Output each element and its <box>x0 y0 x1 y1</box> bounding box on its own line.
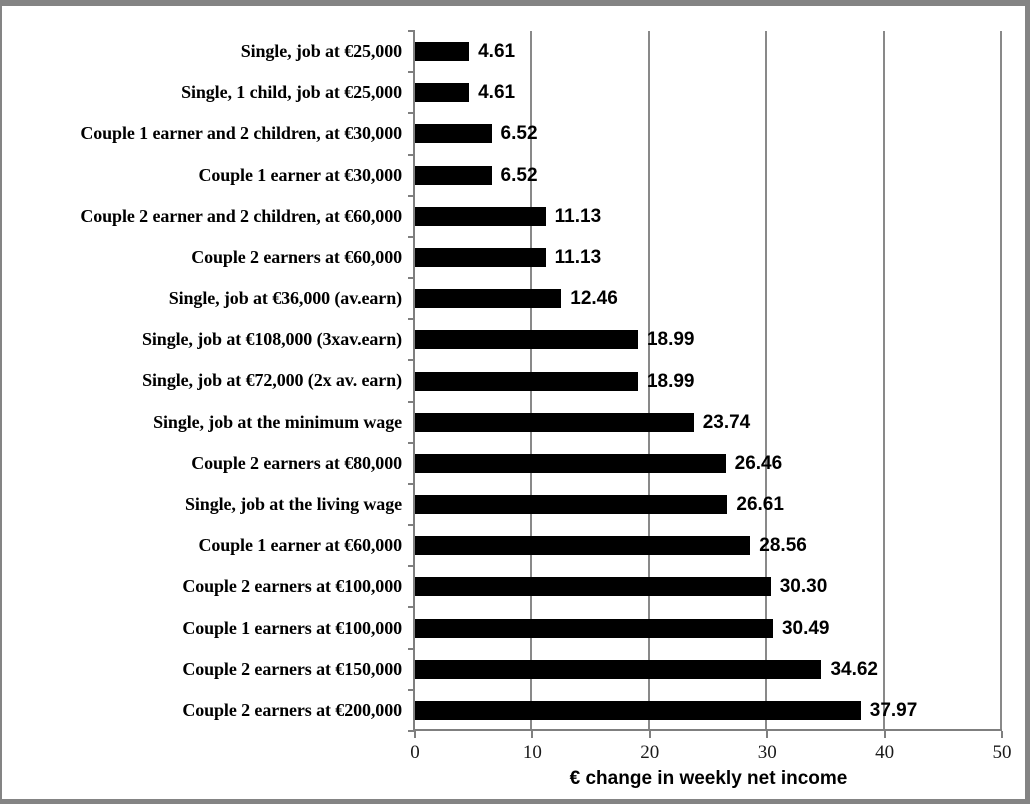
x-axis-title: € change in weekly net income <box>569 768 848 789</box>
category-label: Couple 2 earners at €100,000 <box>182 576 402 597</box>
bar <box>415 330 638 350</box>
y-axis-tick <box>408 482 415 485</box>
bar <box>415 453 726 473</box>
x-axis-tick-label: 10 <box>522 742 542 763</box>
category-label: Single, job at €25,000 <box>240 41 402 62</box>
value-label: 18.99 <box>646 329 695 351</box>
category-label: Couple 1 earner and 2 children, at €30,0… <box>80 123 402 144</box>
bar <box>415 659 822 679</box>
bar <box>415 247 546 267</box>
bar <box>415 700 861 720</box>
category-label: Couple 1 earners at €100,000 <box>182 617 402 638</box>
bar <box>415 577 771 597</box>
y-axis-tick <box>408 606 415 609</box>
value-label: 26.61 <box>736 494 784 516</box>
value-label: 30.49 <box>781 617 830 639</box>
value-label: 23.74 <box>702 411 751 433</box>
category-label: Couple 2 earners at €150,000 <box>182 658 402 679</box>
value-label: 11.13 <box>554 205 602 227</box>
bar <box>415 536 751 556</box>
y-axis-tick <box>408 71 415 74</box>
category-label: Single, job at €108,000 (3xav.earn) <box>142 329 402 350</box>
plot-area: 4.61 4.61 6.52 6.52 11.13 11.13 12.46 18.99 18.9… <box>415 31 1002 731</box>
x-axis-tick <box>648 731 651 738</box>
bar <box>415 495 728 515</box>
value-label: 4.61 <box>478 82 516 104</box>
x-axis-tick <box>531 731 534 738</box>
bar <box>415 618 773 638</box>
value-label: 4.61 <box>478 41 516 63</box>
value-label: 12.46 <box>570 288 618 310</box>
gridline-x-50 <box>1000 31 1002 731</box>
category-label: Couple 1 earner at €60,000 <box>198 535 402 556</box>
value-label: 26.46 <box>734 452 783 474</box>
y-axis-tick <box>408 277 415 280</box>
bar <box>415 412 694 432</box>
x-axis-tick-label: 20 <box>640 742 660 763</box>
y-axis-tick <box>408 359 415 362</box>
x-axis-tick-label: 0 <box>410 742 420 763</box>
x-axis-tick <box>414 731 416 738</box>
value-label: 28.56 <box>759 535 807 557</box>
bar <box>415 83 470 103</box>
value-label: 6.52 <box>500 123 538 145</box>
x-axis-tick-label: 40 <box>875 742 895 763</box>
x-axis-tick <box>883 731 886 738</box>
y-axis-tick <box>408 688 415 691</box>
bar <box>415 124 492 144</box>
category-label: Single, job at €72,000 (2x av. earn) <box>142 370 402 391</box>
bar <box>415 42 470 62</box>
bar <box>415 206 546 226</box>
category-label: Couple 1 earner at €30,000 <box>198 164 402 185</box>
gridline-x-40 <box>882 31 885 731</box>
category-label: Couple 2 earners at €200,000 <box>182 699 402 720</box>
category-label: Single, 1 child, job at €25,000 <box>181 82 402 103</box>
bar <box>415 165 492 185</box>
value-label: 30.30 <box>779 576 828 598</box>
y-axis-line <box>413 31 415 731</box>
y-axis-tick <box>408 524 415 527</box>
category-label: Couple 2 earners at €80,000 <box>191 452 402 473</box>
x-axis-tick <box>1001 731 1003 738</box>
y-axis-tick <box>408 441 415 444</box>
y-axis-tick <box>408 30 415 32</box>
value-label: 37.97 <box>869 699 918 721</box>
category-label: Single, job at €36,000 (av.earn) <box>168 288 402 309</box>
x-axis-tick <box>766 731 769 738</box>
bar <box>415 289 562 309</box>
gridline-x-20 <box>647 31 650 731</box>
category-label: Single, job at the living wage <box>184 494 402 515</box>
value-label: 18.99 <box>646 370 695 392</box>
y-axis-tick <box>408 112 415 115</box>
y-axis-tick <box>408 153 415 156</box>
gridline-x-30 <box>765 31 768 731</box>
y-axis-tick <box>408 400 415 403</box>
x-axis-tick-label: 30 <box>757 742 777 763</box>
category-label: Single, job at the minimum wage <box>153 411 402 432</box>
x-axis-line <box>413 729 1002 731</box>
bar <box>415 371 638 391</box>
y-axis-tick <box>408 194 415 197</box>
y-axis-tick <box>408 565 415 568</box>
y-axis-tick <box>408 318 415 321</box>
value-label: 6.52 <box>500 164 538 186</box>
category-label: Couple 2 earner and 2 children, at €60,0… <box>80 205 402 226</box>
value-label: 34.62 <box>830 658 878 680</box>
y-axis-tick <box>408 647 415 650</box>
category-label: Couple 2 earners at €60,000 <box>191 246 402 267</box>
value-label: 11.13 <box>554 246 602 268</box>
y-axis-tick <box>408 235 415 238</box>
y-axis-tick <box>408 730 415 732</box>
x-axis-tick-label: 50 <box>992 742 1012 763</box>
